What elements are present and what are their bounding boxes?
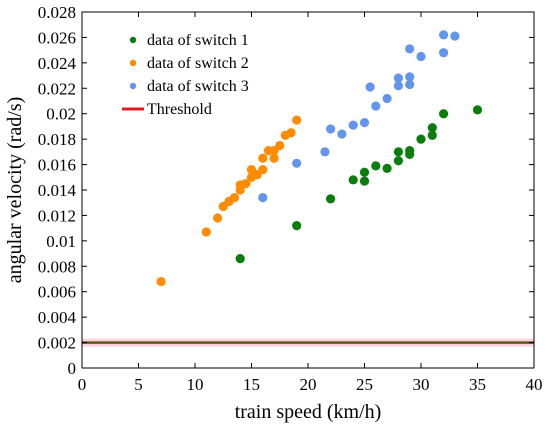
scatter-point-switch-2 [269,153,279,163]
legend-label-switch-3: data of switch 3 [147,78,249,95]
y-tick-label: 0.022 [38,79,76,98]
scatter-point-switch-1 [393,156,403,166]
scatter-point-switch-1 [371,161,381,171]
scatter-point-switch-2 [258,165,268,175]
scatter-point-switch-1 [382,163,392,173]
scatter-point-switch-3 [439,30,449,40]
x-tick-label: 30 [413,375,430,394]
y-tick-label: 0.02 [46,105,76,124]
y-tick-label: 0.028 [38,3,76,22]
scatter-point-switch-1 [359,176,370,186]
x-tick-label: 10 [187,375,204,394]
scatter-point-switch-3 [326,124,336,134]
x-tick-label: 35 [469,375,486,394]
x-tick-label: 40 [526,375,543,394]
y-tick-label: 0.008 [38,257,76,276]
scatter-point-switch-1 [416,134,426,144]
scatter-point-switch-3 [365,82,375,92]
scatter-point-switch-2 [229,193,240,203]
scatter-point-switch-2 [156,276,166,287]
scatter-point-switch-2 [258,153,268,163]
scatter-point-switch-3 [405,44,415,54]
legend-marker-switch-3 [129,82,137,90]
y-tick-label: 0.024 [38,54,77,73]
scatter-point-switch-3 [416,51,426,62]
scatter-point-switch-3 [393,73,403,83]
scatter-point-switch-3 [320,147,330,157]
x-axis-label: train speed (km/h) [235,401,382,423]
scatter-point-switch-3 [258,193,268,203]
scatter-point-switch-2 [292,115,302,125]
scatter-point-switch-2 [201,227,211,237]
scatter-point-switch-3 [405,72,415,82]
scatter-point-switch-2 [241,179,251,189]
points-layer [156,30,483,287]
y-axis-label: angular velocity (rad/s) [4,97,26,284]
scatter-point-switch-3 [405,79,415,90]
y-tick-label: 0.026 [38,28,76,47]
scatter-point-switch-1 [472,105,483,115]
y-tick-label: 0.012 [38,206,76,225]
scatter-point-switch-2 [213,213,223,223]
legend-label-switch-1: data of switch 1 [147,32,249,49]
scatter-point-switch-1 [326,194,336,204]
scatter-point-switch-2 [275,140,285,151]
scatter-point-switch-1 [427,123,437,133]
y-tick-label: 0.014 [38,181,77,200]
scatter-point-switch-2 [286,128,296,138]
x-tick-label: 25 [356,375,373,394]
y-tick-label: 0.004 [38,308,77,327]
scatter-point-switch-1 [405,145,415,156]
y-tick-label: 0 [68,359,77,378]
y-tick-label: 0.002 [38,334,76,353]
y-tick-label: 0.01 [46,232,76,251]
x-tick-label: 0 [78,375,87,394]
scatter-point-switch-3 [439,48,449,58]
scatter-point-switch-3 [450,31,460,41]
y-tick-label: 0.018 [38,130,76,149]
scatter-point-switch-3 [348,120,358,130]
y-tick-label: 0.006 [38,283,76,302]
scatter-point-switch-1 [393,147,403,157]
legend: data of switch 1 data of switch 2 data o… [122,32,249,118]
legend-label-switch-2: data of switch 2 [147,55,249,72]
scatter-point-switch-3 [337,129,347,139]
scatter-point-switch-1 [439,109,449,119]
x-tick-label: 20 [300,375,317,394]
x-tick-label: 5 [134,375,143,394]
scatter-point-switch-1 [292,221,302,231]
scatter-point-switch-1 [348,175,358,185]
scatter-point-switch-3 [371,101,381,111]
scatter-point-switch-3 [393,81,403,91]
x-tick-label: 15 [243,375,260,394]
y-tick-label: 0.016 [38,156,76,175]
legend-marker-switch-2 [129,59,137,67]
scatter-point-switch-1 [359,167,370,177]
scatter-point-switch-3 [382,93,392,104]
ticks-layer: 0 5 10 15 20 25 30 35 40 0 0.002 0.004 0.006 0.008 0.0… [38,3,543,394]
legend-marker-switch-1 [129,36,137,44]
legend-label-threshold: Threshold [147,101,212,118]
scatter-point-switch-3 [359,118,370,128]
scatter-point-switch-1 [427,130,437,140]
scatter-point-switch-1 [235,254,245,264]
scatter-point-switch-3 [292,158,302,168]
